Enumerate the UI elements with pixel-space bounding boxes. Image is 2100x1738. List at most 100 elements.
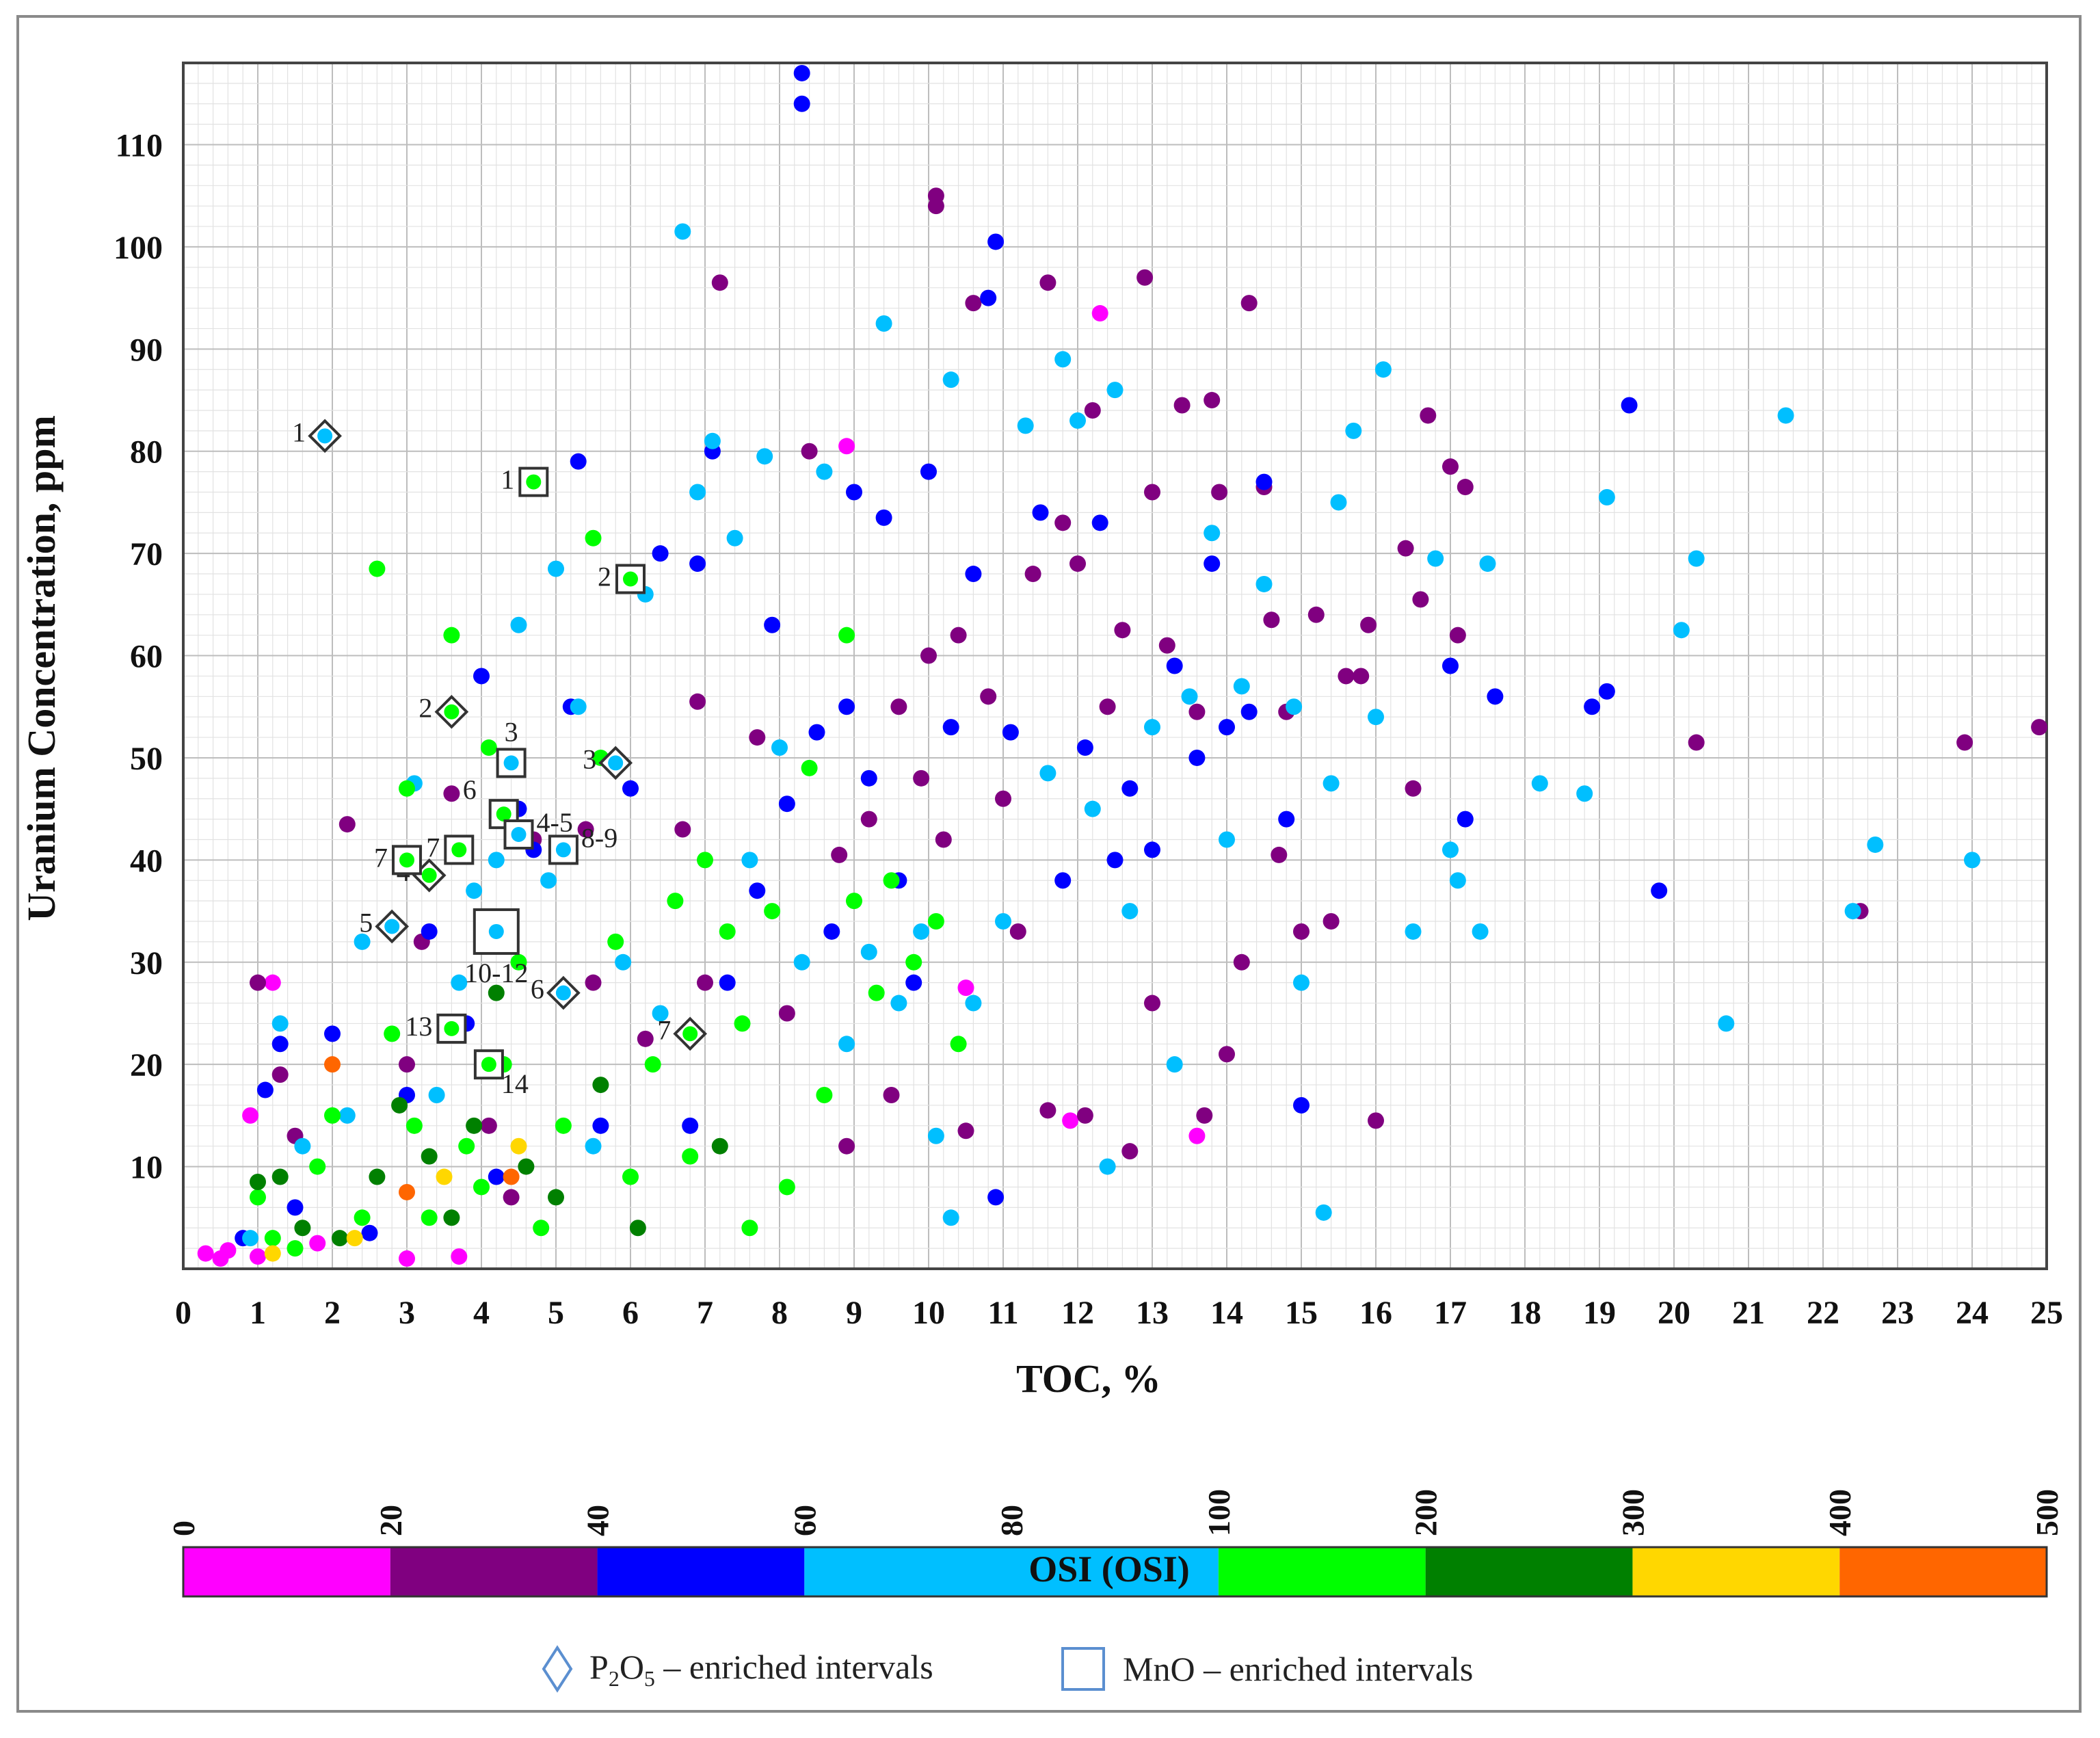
data-point	[995, 790, 1011, 807]
data-point	[1099, 698, 1116, 715]
data-point	[421, 1148, 438, 1165]
x-tick-label: 10	[912, 1295, 945, 1331]
data-point	[1069, 412, 1086, 429]
mno-label: 7	[426, 832, 440, 863]
colorbar: 0 20 40 60 80 100 200 300 400 500	[166, 1489, 2064, 1598]
data-point	[1076, 739, 1093, 756]
data-point	[1144, 841, 1160, 858]
data-point	[1084, 800, 1101, 817]
data-point	[674, 223, 691, 240]
data-point	[1017, 417, 1034, 434]
data-point	[711, 1137, 728, 1155]
data-point	[466, 1117, 483, 1134]
data-point	[391, 1096, 408, 1114]
data-point	[250, 974, 266, 991]
data-point	[271, 1168, 289, 1185]
data-point	[369, 1168, 386, 1185]
data-point	[577, 821, 594, 838]
colorbar-tick-label: 200	[1409, 1489, 1444, 1536]
data-point	[1233, 953, 1250, 971]
data-point	[1121, 903, 1139, 920]
mno-marker-dot	[496, 806, 511, 822]
data-point	[778, 795, 795, 813]
y-tick-label: 50	[130, 741, 163, 777]
data-point	[719, 923, 736, 940]
data-point	[816, 1087, 833, 1104]
data-point	[1263, 611, 1280, 629]
data-point	[1054, 351, 1072, 368]
data-point	[1062, 1112, 1079, 1129]
colorbar-title: OSI (OSI)	[1028, 1549, 1190, 1590]
diamond-icon	[542, 1645, 573, 1693]
mno-marker-dot	[526, 474, 542, 490]
data-point	[1188, 749, 1206, 766]
data-point	[1353, 668, 1370, 685]
data-point	[1718, 1015, 1735, 1032]
data-point	[309, 1158, 326, 1175]
data-point	[287, 1240, 304, 1257]
data-point	[1211, 484, 1228, 501]
data-point	[443, 785, 460, 802]
x-tick-label: 18	[1508, 1295, 1541, 1331]
data-point	[264, 1230, 281, 1247]
x-tick-label: 1	[250, 1295, 266, 1331]
data-point	[697, 974, 713, 991]
data-point	[689, 484, 706, 501]
data-point	[644, 1056, 661, 1073]
data-point	[838, 438, 855, 455]
data-point	[875, 315, 892, 332]
data-point	[294, 1220, 311, 1237]
data-point	[622, 780, 639, 797]
data-point	[324, 1025, 341, 1042]
mno-label: 3	[505, 716, 518, 747]
data-point	[1330, 494, 1347, 511]
data-point	[1531, 775, 1548, 792]
data-point	[1114, 622, 1131, 639]
colorbar-tick-label: 300	[1615, 1489, 1650, 1536]
data-point	[1137, 269, 1154, 286]
data-point	[1219, 719, 1235, 736]
x-tick-label: 16	[1359, 1295, 1392, 1331]
data-point	[749, 729, 766, 746]
data-point	[1442, 841, 1459, 858]
data-point	[1121, 1143, 1139, 1160]
data-point	[1598, 683, 1615, 700]
data-point	[1099, 1158, 1116, 1175]
data-point	[756, 448, 773, 465]
data-point	[324, 1107, 341, 1124]
data-point	[860, 943, 877, 960]
data-point	[1091, 305, 1108, 322]
data-point	[741, 852, 758, 869]
data-point	[1054, 514, 1072, 531]
x-tick-label: 25	[2030, 1295, 2063, 1331]
data-point	[1219, 1046, 1235, 1063]
y-tick-label: 80	[130, 434, 163, 471]
data-point	[674, 821, 691, 838]
data-point	[250, 1248, 266, 1265]
data-point	[1338, 668, 1355, 685]
colorbar-tick-label: 60	[787, 1505, 822, 1536]
data-point	[1397, 540, 1414, 557]
data-point	[488, 984, 505, 1001]
data-point	[585, 1137, 602, 1155]
x-axis-label: TOC, %	[1016, 1356, 1161, 1401]
colorbar-segment	[597, 1547, 805, 1596]
data-point	[1315, 1204, 1332, 1221]
mno-label: 6	[463, 774, 477, 805]
y-tick-label: 20	[130, 1047, 163, 1083]
data-point	[913, 769, 930, 787]
data-point	[764, 616, 781, 633]
x-tick-label: 23	[1881, 1295, 1914, 1331]
y-tick-label: 60	[130, 639, 163, 675]
data-point	[927, 1127, 944, 1144]
data-point	[242, 1230, 259, 1247]
data-point	[778, 1179, 795, 1196]
data-point	[242, 1107, 259, 1124]
x-tick-label: 2	[324, 1295, 341, 1331]
data-point	[890, 995, 907, 1012]
mno-marker-dot	[451, 842, 467, 858]
x-tick-label: 9	[846, 1295, 862, 1331]
data-point	[1233, 678, 1250, 695]
x-tick-label: 20	[1658, 1295, 1690, 1331]
x-tick-label: 13	[1136, 1295, 1169, 1331]
